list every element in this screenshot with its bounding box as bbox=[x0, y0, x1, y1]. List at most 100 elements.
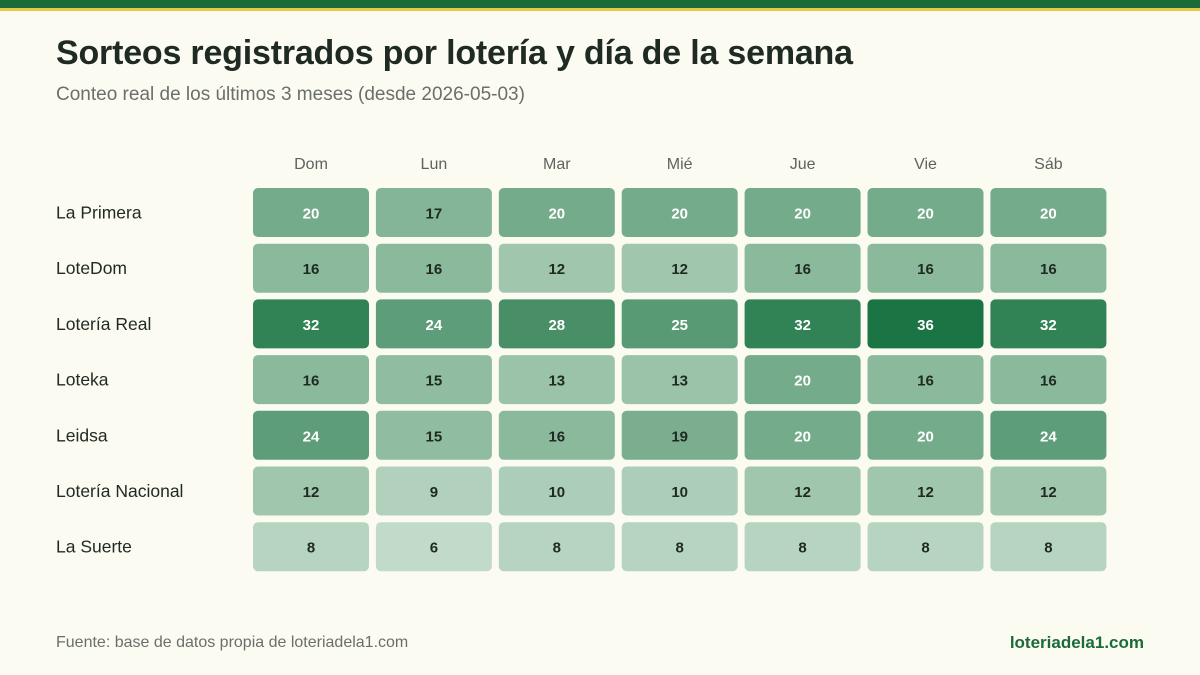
footer-brand-link[interactable]: loteriadela1.com bbox=[1009, 633, 1144, 652]
heatmap-cell bbox=[744, 355, 861, 405]
heatmap-cell bbox=[744, 466, 861, 516]
heatmap-cell bbox=[744, 410, 861, 460]
heatmap-cell-value: 20 bbox=[794, 428, 811, 445]
heatmap-cell-value: 16 bbox=[917, 373, 934, 390]
heatmap-cell-value: 8 bbox=[798, 540, 806, 557]
heatmap-cell bbox=[253, 522, 369, 572]
heatmap-cell-value: 10 bbox=[548, 484, 565, 501]
heatmap-cell-value: 16 bbox=[794, 261, 811, 278]
heatmap-cell bbox=[990, 355, 1107, 405]
heatmap-cell-value: 20 bbox=[548, 206, 565, 223]
heatmap-cell bbox=[990, 466, 1107, 516]
heatmap-cell bbox=[867, 188, 984, 237]
heatmap-cell-value: 20 bbox=[1040, 206, 1057, 223]
heatmap-cell-value: 16 bbox=[1040, 261, 1057, 278]
heatmap-cell bbox=[621, 355, 738, 405]
heatmap-cell bbox=[498, 243, 615, 293]
heatmap-cell-value: 19 bbox=[671, 428, 688, 445]
heatmap-cell bbox=[498, 466, 615, 516]
heatmap-cell-value: 10 bbox=[671, 484, 688, 501]
heatmap-cell-value: 12 bbox=[303, 484, 320, 501]
heatmap-cell-value: 16 bbox=[1040, 373, 1057, 390]
column-header: Sáb bbox=[1034, 156, 1063, 173]
heatmap-cell-value: 15 bbox=[426, 428, 443, 445]
heatmap-cell-value: 36 bbox=[917, 317, 934, 334]
heatmap-cell bbox=[253, 299, 369, 349]
heatmap-cell-value: 12 bbox=[917, 484, 934, 501]
heatmap-cell-value: 6 bbox=[430, 540, 438, 557]
heatmap-cell-value: 8 bbox=[676, 540, 684, 557]
heatmap-cell bbox=[375, 299, 492, 349]
heatmap-cell-value: 32 bbox=[303, 317, 320, 334]
heatmap-cell bbox=[990, 188, 1107, 237]
heatmap-cell bbox=[498, 188, 615, 237]
heatmap-cell bbox=[375, 243, 492, 293]
heatmap-cell bbox=[253, 355, 369, 405]
heatmap-cell bbox=[744, 522, 861, 572]
heatmap-cell-value: 16 bbox=[426, 261, 443, 278]
heatmap-cell-value: 20 bbox=[917, 206, 934, 223]
heatmap-cell-value: 32 bbox=[794, 317, 811, 334]
heatmap-cell bbox=[253, 410, 369, 460]
column-header: Mar bbox=[543, 156, 571, 173]
heatmap-cell bbox=[498, 522, 615, 572]
heatmap-cell bbox=[621, 188, 738, 237]
heatmap-cell-value: 16 bbox=[303, 261, 320, 278]
column-header: Lun bbox=[421, 156, 448, 173]
heatmap-cell bbox=[867, 522, 984, 572]
row-label: La Primera bbox=[56, 203, 142, 223]
heatmap-cell-value: 20 bbox=[794, 206, 811, 223]
heatmap-cell bbox=[253, 243, 369, 293]
heatmap-cell-value: 8 bbox=[921, 540, 929, 557]
heatmap-cell bbox=[621, 410, 738, 460]
heatmap-cell-value: 24 bbox=[303, 428, 320, 445]
heatmap-cell bbox=[498, 299, 615, 349]
heatmap-cell-value: 8 bbox=[1044, 540, 1052, 557]
heatmap-cell-value: 16 bbox=[303, 373, 320, 390]
heatmap-cell-value: 24 bbox=[1040, 428, 1057, 445]
heatmap-cell-value: 25 bbox=[671, 317, 688, 334]
heatmap-cell-value: 24 bbox=[426, 317, 443, 334]
heatmap-cell-value: 12 bbox=[794, 484, 811, 501]
heatmap-cell bbox=[621, 299, 738, 349]
column-header: Dom bbox=[294, 156, 328, 173]
row-label: Loteka bbox=[56, 370, 109, 390]
heatmap-cell bbox=[621, 243, 738, 293]
heatmap-cell-value: 32 bbox=[1040, 317, 1057, 334]
row-label: Lotería Real bbox=[56, 314, 151, 334]
heatmap-cell-value: 13 bbox=[548, 373, 565, 390]
heatmap-cell-value: 8 bbox=[553, 540, 561, 557]
top-brand-bar bbox=[0, 0, 1200, 8]
heatmap-cell bbox=[990, 243, 1107, 293]
heatmap-cell-value: 15 bbox=[426, 373, 443, 390]
heatmap-cell bbox=[375, 522, 492, 572]
heatmap-cell-value: 8 bbox=[307, 540, 315, 557]
row-label: LoteDom bbox=[56, 258, 127, 278]
heatmap-cell-value: 20 bbox=[303, 206, 320, 223]
heatmap-cell-value: 13 bbox=[671, 373, 688, 390]
heatmap-cell bbox=[867, 243, 984, 293]
heatmap-cell bbox=[621, 522, 738, 572]
heatmap-cell bbox=[744, 243, 861, 293]
row-label: Lotería Nacional bbox=[56, 481, 183, 501]
heatmap-cell-value: 20 bbox=[671, 206, 688, 223]
heatmap-cell-value: 12 bbox=[548, 261, 565, 278]
heatmap-cell bbox=[375, 466, 492, 516]
top-accent-bar bbox=[0, 8, 1200, 11]
heatmap-cell bbox=[744, 188, 861, 237]
heatmap-cell bbox=[990, 522, 1107, 572]
heatmap-cell-value: 16 bbox=[548, 428, 565, 445]
heatmap-cell-value: 17 bbox=[426, 206, 443, 223]
row-label: Leidsa bbox=[56, 425, 108, 445]
heatmap-cell-value: 28 bbox=[548, 317, 565, 334]
heatmap-cell bbox=[867, 355, 984, 405]
heatmap-cell bbox=[621, 466, 738, 516]
heatmap-cell bbox=[253, 466, 369, 516]
row-label: La Suerte bbox=[56, 537, 132, 557]
heatmap-cell bbox=[375, 188, 492, 237]
heatmap-cell bbox=[498, 355, 615, 405]
column-header: Mié bbox=[667, 156, 693, 173]
heatmap-cell bbox=[867, 299, 984, 349]
heatmap-cell-value: 20 bbox=[794, 373, 811, 390]
